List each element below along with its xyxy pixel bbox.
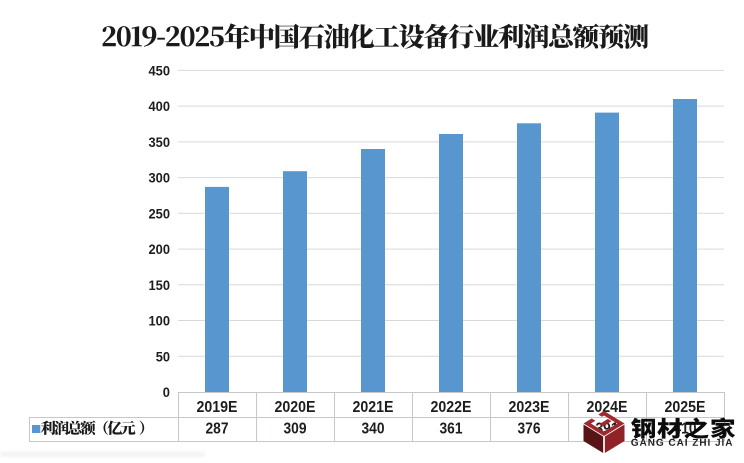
- svg-text:2020E: 2020E: [275, 399, 316, 416]
- svg-text:340: 340: [362, 421, 385, 438]
- svg-text:400: 400: [149, 99, 171, 114]
- svg-text:287: 287: [206, 421, 229, 438]
- svg-text:2025E: 2025E: [665, 399, 706, 416]
- svg-text:300: 300: [149, 171, 171, 186]
- svg-text:0: 0: [163, 385, 170, 400]
- svg-text:2024E: 2024E: [587, 399, 628, 416]
- svg-text:450: 450: [149, 64, 171, 79]
- svg-text:2023E: 2023E: [509, 399, 550, 416]
- svg-text:2021E: 2021E: [353, 399, 394, 416]
- svg-text:2022E: 2022E: [431, 399, 472, 416]
- svg-text:200: 200: [149, 242, 171, 257]
- svg-text:350: 350: [149, 135, 171, 150]
- svg-text:50: 50: [156, 349, 171, 364]
- svg-text:309: 309: [284, 421, 307, 438]
- svg-text:100: 100: [149, 314, 171, 329]
- svg-text:150: 150: [149, 278, 171, 293]
- svg-text:361: 361: [440, 421, 463, 438]
- svg-text:250: 250: [149, 206, 171, 221]
- svg-text:376: 376: [518, 421, 541, 438]
- svg-text:2019E: 2019E: [197, 399, 238, 416]
